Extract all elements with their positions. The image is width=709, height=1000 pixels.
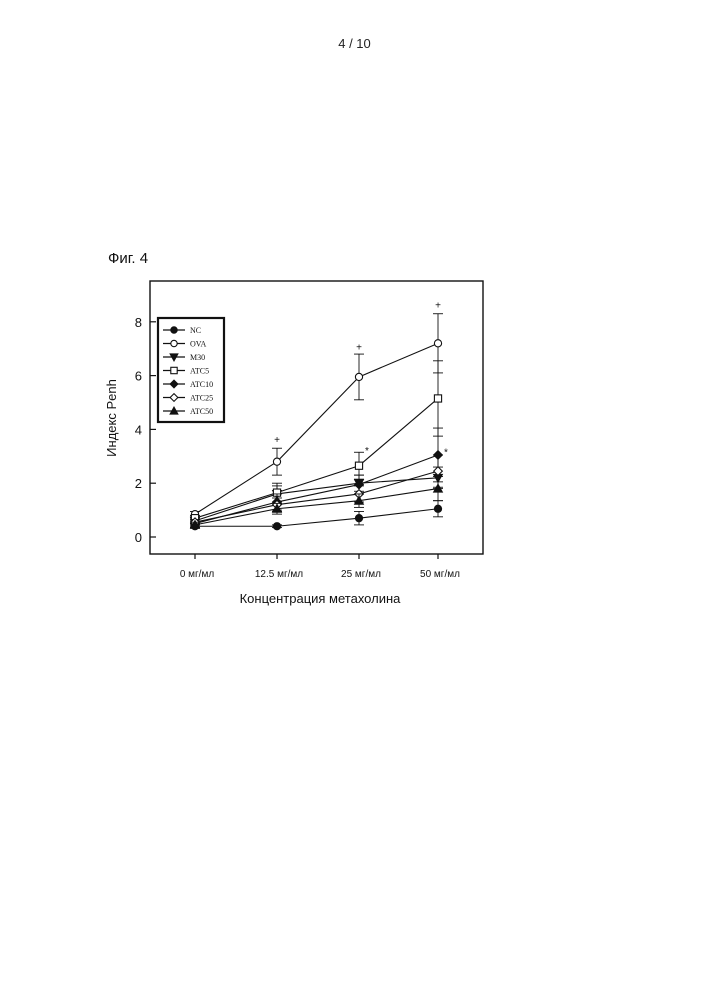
y-tick-label: 4 [135, 422, 142, 437]
data-point [273, 523, 280, 530]
legend-label: ATC50 [190, 407, 213, 416]
legend-marker [171, 367, 177, 373]
data-point [355, 373, 362, 380]
y-tick-label: 0 [135, 530, 142, 545]
x-axis: 0 мг/мл 12.5 мг/мл 25 мг/мл 50 мг/мл [180, 554, 460, 580]
x-tick-label: 12.5 мг/мл [255, 569, 303, 580]
series-ova [190, 314, 443, 518]
series-atc25 [190, 455, 443, 527]
data-point [434, 340, 441, 347]
y-axis-label: Индекс Penh [104, 379, 119, 457]
series-m30 [190, 467, 443, 525]
series-atc5 [190, 361, 443, 522]
legend-label: ATC25 [190, 394, 213, 403]
legend-label: M30 [190, 353, 205, 362]
series-layer [190, 314, 443, 530]
annotation-mark: + [435, 301, 441, 312]
x-axis-label: Концентрация метахолина [240, 591, 402, 606]
data-point [355, 515, 362, 522]
data-point [355, 462, 362, 469]
x-tick-label: 50 мг/мл [420, 569, 460, 580]
y-tick-label: 8 [135, 315, 142, 330]
annotation-mark: + [356, 342, 362, 353]
x-tick-label: 0 мг/мл [180, 569, 215, 580]
series-line [195, 471, 438, 522]
legend: NC OVA M30 ATC5 ATC10 ATC25 ATC50 [158, 318, 224, 422]
legend-marker [171, 340, 177, 346]
legend-marker [171, 327, 177, 333]
annotation-mark: * [444, 447, 448, 458]
series-atc50 [190, 476, 443, 528]
y-axis: 0 2 4 6 8 [135, 315, 156, 545]
annotation-mark: * [365, 446, 369, 457]
legend-label: NC [190, 326, 201, 335]
annotation-mark: + [274, 435, 280, 446]
legend-label: OVA [190, 340, 207, 349]
legend-label: ATC10 [190, 380, 213, 389]
x-tick-label: 25 мг/мл [341, 569, 381, 580]
series-line [195, 398, 438, 518]
y-tick-label: 2 [135, 476, 142, 491]
y-tick-label: 6 [135, 369, 142, 384]
data-point [434, 395, 441, 402]
data-point [434, 505, 441, 512]
data-point [273, 458, 280, 465]
legend-label: ATC5 [190, 367, 209, 376]
